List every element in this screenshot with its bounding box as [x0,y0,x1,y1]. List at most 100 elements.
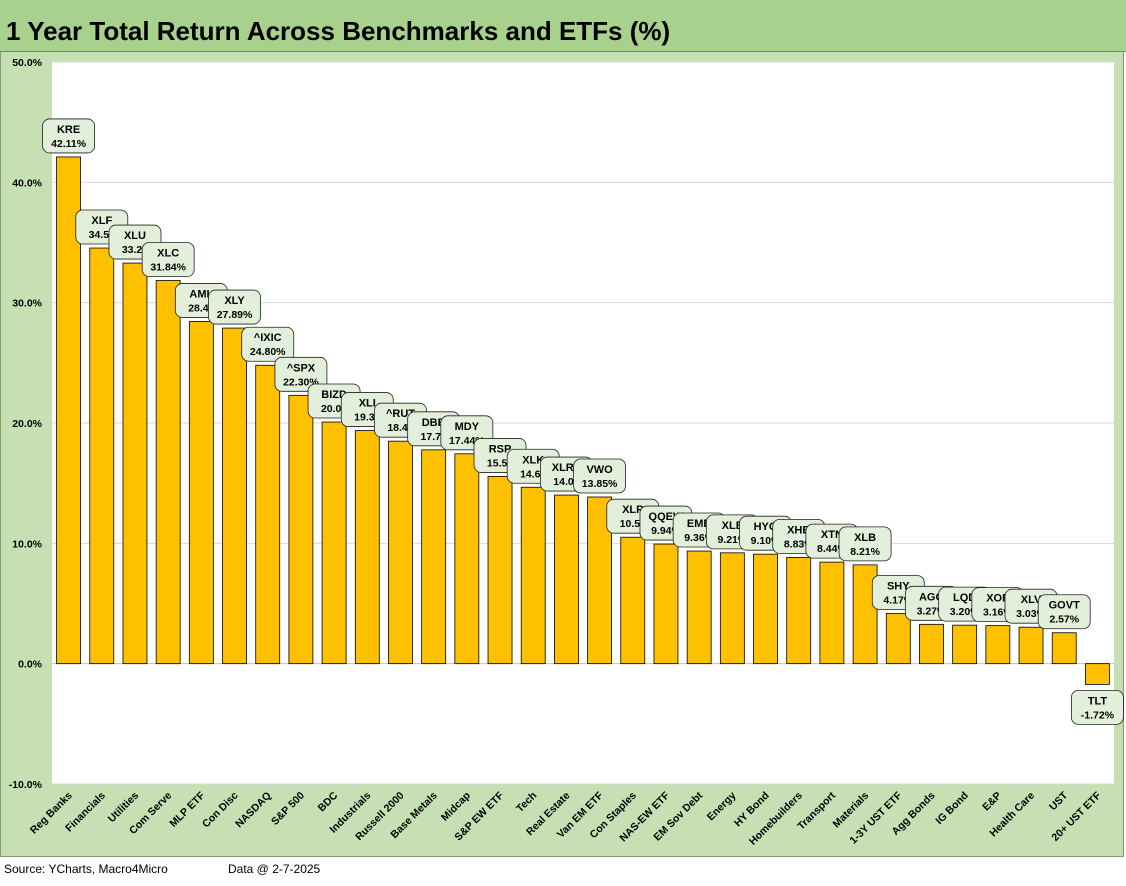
data-label-value: 17.77 [421,431,447,443]
bar [1051,632,1077,665]
bar [89,247,115,665]
bar [919,623,944,665]
source-note: Source: YCharts, Macro4Micro [4,862,168,876]
bar [56,156,81,665]
data-label-box [573,458,626,494]
bar [786,557,812,665]
data-label-box [241,326,295,362]
data-label-value: -1.72% [1081,709,1115,721]
data-label-box [1071,689,1124,725]
data-label-ticker: XLV [1021,594,1042,606]
title-bar: 1 Year Total Return Across Benchmarks an… [0,0,1126,52]
bar [520,486,546,665]
bar [1018,626,1044,665]
data-label-ticker: XTN [821,529,843,541]
data-label-ticker: EMB [687,518,712,530]
bar [653,543,679,665]
data-label-ticker: XLF [91,215,112,227]
data-label-value: 8.21% [850,546,880,558]
bar [985,625,1011,665]
y-tick-label: 50.0% [12,57,42,69]
y-tick-label: 30.0% [12,298,42,310]
data-label-ticker: ^IXIC [254,332,282,344]
data-label-box [1037,594,1091,630]
data-label-value: 15.56 [487,457,513,469]
data-label-ticker: BIZD [321,389,347,401]
data-label-value: 14.01 [553,476,579,488]
data-label-ticker: VWO [586,464,613,476]
data-label-value: 18.49 [387,422,413,434]
x-tick-label: S&P 500 [269,790,307,828]
data-label-ticker: XLI [359,398,376,410]
data-label-value: 28.44 [188,302,214,314]
data-label-ticker: TLT [1088,695,1108,707]
bar [421,449,447,665]
data-label-value: 22.30% [283,376,319,388]
data-label-ticker: XHB [787,524,810,536]
data-label-ticker: RSP [489,443,512,455]
bar [753,553,778,665]
bar [1085,663,1110,685]
data-label-value: 10.51 [620,518,646,530]
bar [885,613,911,665]
y-tick-label: -10.0% [9,779,43,791]
data-label-value: 42.11% [51,138,87,150]
chart-svg: 50.0%40.0%30.0%20.0%10.0%0.0%-10.0%Reg B… [9,57,1124,848]
data-label-ticker: XLK [522,454,544,466]
bar [222,327,247,665]
data-label-ticker: LQD [953,592,976,604]
data-label-ticker: XLU [124,230,146,242]
data-label-box [42,118,95,154]
data-label-value: 2.57% [1049,614,1079,626]
chart-title: 1 Year Total Return Across Benchmarks an… [6,16,671,46]
bar [719,552,745,665]
x-tick-label: NASDAQ [233,790,274,831]
data-label-ticker: GOVT [1049,600,1080,612]
x-tick-label: Tech [514,790,539,815]
bar [288,394,314,665]
x-tick-label: IG Bond [933,790,970,827]
bar [354,430,380,665]
data-label-ticker: XLP [622,504,643,516]
bar [952,624,978,665]
data-date-note: Data @ 2-7-2025 [228,862,321,876]
data-label-box [838,526,892,562]
data-label-ticker: XLB [854,532,876,544]
bar [388,440,413,665]
data-label-box [208,289,261,325]
x-tick-label: UST [1047,789,1071,813]
bar [819,561,845,665]
y-tick-label: 10.0% [12,538,42,550]
data-label-ticker: DBB [422,417,446,429]
data-label-value: 31.84% [150,262,186,274]
bar [255,364,281,665]
data-label-ticker: SHY [887,580,910,592]
data-label-value: 24.80% [250,346,286,358]
bar [487,476,513,665]
data-label-value: 27.89% [217,309,253,321]
data-label-ticker: AGG [919,591,944,603]
data-label-ticker: XLE [722,520,743,532]
bar [321,421,347,665]
footer: Source: YCharts, Macro4Micro Data @ 2-7-… [0,860,1126,886]
bar [554,494,579,665]
bar [686,550,712,665]
data-label-ticker: HYG [754,521,778,533]
bar [155,280,181,665]
y-tick-label: 40.0% [12,177,42,189]
data-label-value: 13.85% [582,478,618,490]
data-label-ticker: XLY [224,295,245,307]
x-tick-label: E&P [980,790,1004,814]
data-label-box [274,356,328,392]
data-label-value: 14.66 [520,468,546,480]
data-label-ticker: XOP [986,593,1009,605]
bar [188,321,214,665]
data-label-ticker: ^SPX [287,362,316,374]
data-label-ticker: MDY [455,421,480,433]
data-label-value: 20.08 [321,403,347,415]
data-label-value: 19.37 [354,412,380,424]
bar [454,453,480,665]
y-tick-label: 20.0% [12,418,42,430]
data-label-ticker: KRE [57,124,80,136]
y-tick-label: 0.0% [18,659,43,671]
